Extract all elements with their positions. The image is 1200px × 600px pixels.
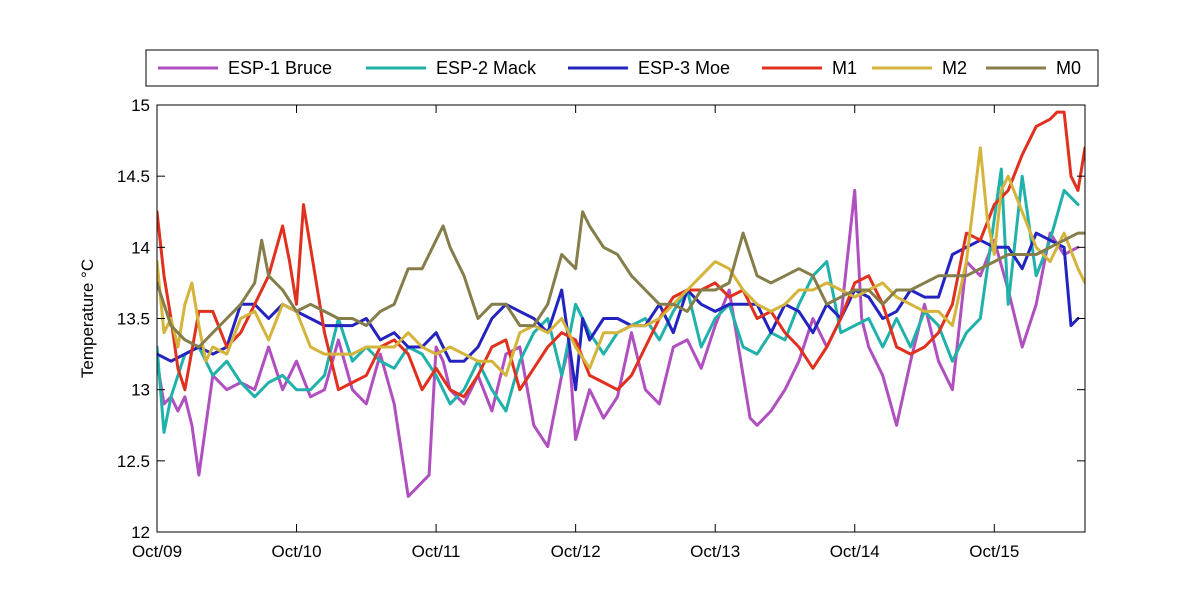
legend-label: M2 [942, 58, 967, 78]
x-tick-label: Oct/15 [969, 542, 1019, 561]
y-tick-label: 13.5 [117, 310, 150, 329]
series-line-esp-3-moe [157, 231, 1080, 392]
series-line-m1 [157, 110, 1085, 399]
x-tick-label: Oct/10 [272, 542, 322, 561]
y-tick-label: 12.5 [117, 452, 150, 471]
y-tick-label: 13 [131, 381, 150, 400]
legend-label: M1 [832, 58, 857, 78]
series-layer [157, 110, 1085, 498]
x-tick-label: Oct/12 [551, 542, 601, 561]
y-tick-label: 14.5 [117, 167, 150, 186]
y-tick-label: 15 [131, 96, 150, 115]
legend-label: M0 [1056, 58, 1081, 78]
x-tick-label: Oct/09 [132, 542, 182, 561]
series-line-m0 [157, 210, 1085, 349]
x-tick-label: Oct/14 [830, 542, 880, 561]
x-tick-label: Oct/13 [690, 542, 740, 561]
legend-label: ESP-3 Moe [638, 58, 730, 78]
series-line-m2 [157, 146, 1085, 377]
legend-label: ESP-1 Bruce [228, 58, 332, 78]
chart-legend: ESP-1 Bruce ESP-2 Mack ESP-3 Moe M1 M2 M0 [145, 49, 1099, 87]
x-tick-label: Oct/11 [412, 542, 461, 561]
y-tick-label: 14 [131, 238, 150, 257]
y-axis-label: Temperature °C [78, 259, 97, 378]
axis-ticks: Oct/09 Oct/10 Oct/11 Oct/12 Oct/13 Oct/14 Oct/… [117, 96, 1085, 561]
legend-label: ESP-2 Mack [436, 58, 537, 78]
y-tick-label: 12 [131, 523, 150, 542]
series-line-esp-1-bruce [157, 188, 1080, 498]
